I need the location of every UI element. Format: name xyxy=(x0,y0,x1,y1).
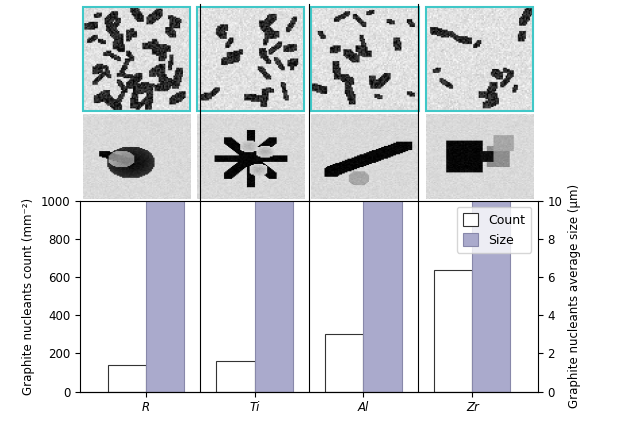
Bar xyxy=(197,7,305,111)
Bar xyxy=(434,270,472,392)
Legend: Count, Size: Count, Size xyxy=(457,207,531,253)
Y-axis label: Graphite nucleants count (mm⁻²): Graphite nucleants count (mm⁻²) xyxy=(22,198,35,395)
Bar xyxy=(472,0,510,392)
Bar xyxy=(325,334,363,392)
Bar xyxy=(255,0,293,392)
Y-axis label: Graphite nucleants average size (μm): Graphite nucleants average size (μm) xyxy=(568,184,581,408)
Bar xyxy=(108,365,146,392)
Bar xyxy=(83,7,190,111)
Bar xyxy=(363,0,402,392)
Bar xyxy=(311,7,419,111)
Bar xyxy=(146,0,184,392)
Bar xyxy=(216,361,255,392)
Bar xyxy=(426,7,533,111)
